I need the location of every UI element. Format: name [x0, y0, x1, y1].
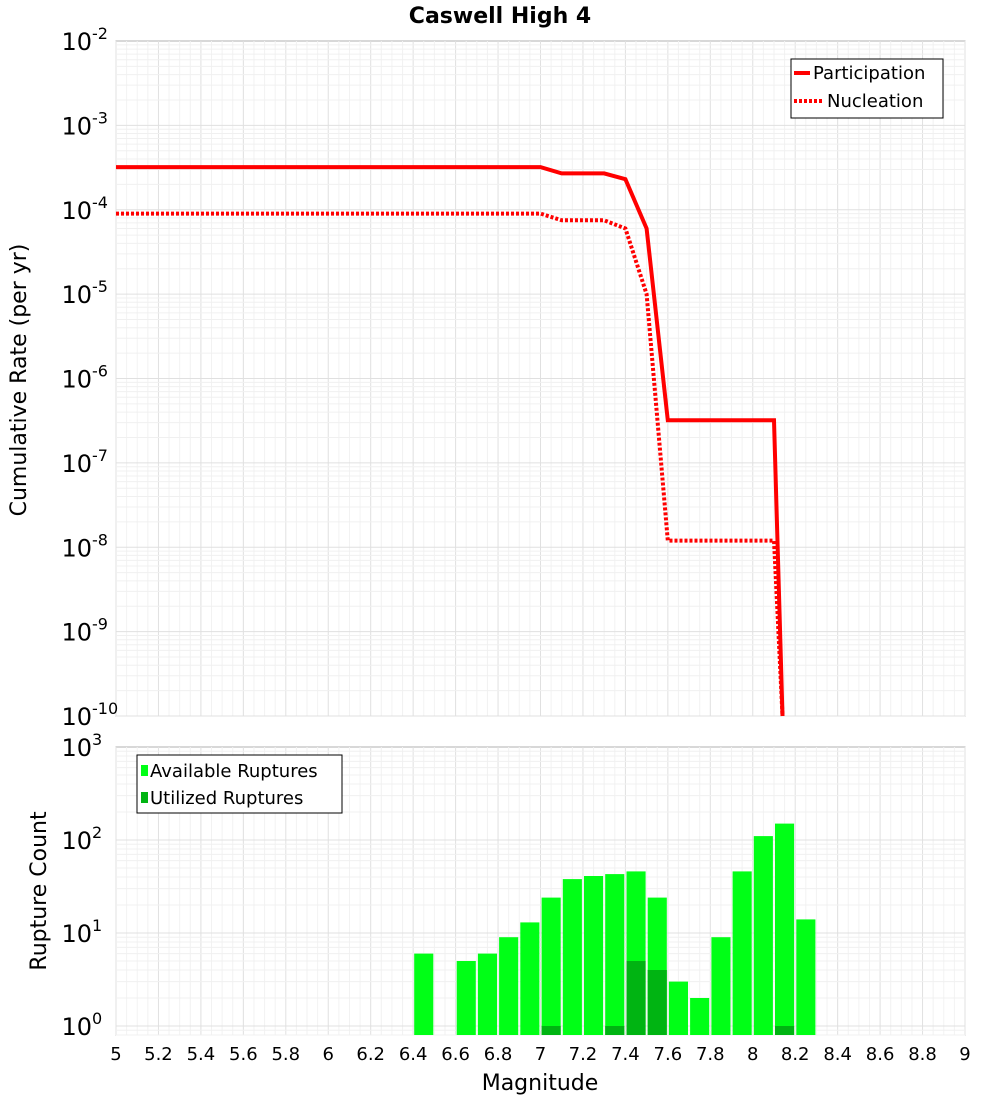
legend-participation-label: Participation — [813, 63, 925, 84]
y-tick-exponent: 0 — [92, 1009, 102, 1028]
bar-available-ruptures — [456, 961, 476, 1035]
legend-available-label: Available Ruptures — [150, 761, 318, 782]
bar-available-ruptures — [605, 874, 625, 1035]
top-panel: 10-210-310-410-510-610-710-810-910-10 Cu… — [7, 24, 966, 731]
bar-available-ruptures — [477, 953, 497, 1035]
y-tick-exponent: -8 — [92, 530, 108, 549]
x-tick-label: 6.2 — [356, 1044, 385, 1065]
x-tick-label: 6.4 — [399, 1044, 428, 1065]
x-tick-label: 7.6 — [654, 1044, 683, 1065]
x-tick-label: 5.8 — [271, 1044, 300, 1065]
y-tick-label: 10 — [61, 703, 92, 731]
x-tick-label: 7.2 — [569, 1044, 598, 1065]
y-tick-label: 10 — [61, 281, 92, 309]
top-lines — [116, 165, 785, 717]
y-tick-exponent: 2 — [92, 823, 102, 842]
top-y-axis-label: Cumulative Rate (per yr) — [7, 244, 32, 517]
y-tick-label: 10 — [61, 534, 92, 562]
x-tick-label: 5.2 — [144, 1044, 173, 1065]
x-tick-label: 7 — [535, 1044, 546, 1065]
top-legend: Participation Nucleation — [790, 58, 944, 119]
bar-utilized-ruptures — [647, 970, 667, 1035]
x-tick-label: 7.8 — [696, 1044, 725, 1065]
y-tick-label: 10 — [61, 112, 92, 140]
y-tick-exponent: -5 — [92, 277, 108, 296]
x-tick-label: 5.4 — [187, 1044, 216, 1065]
bar-available-ruptures — [414, 953, 434, 1035]
bar-available-ruptures — [711, 937, 731, 1035]
y-tick-label: 10 — [61, 827, 92, 855]
bar-available-ruptures — [690, 998, 710, 1035]
x-tick-label: 8.4 — [823, 1044, 852, 1065]
bottom-bars — [414, 823, 816, 1035]
legend-utilized-swatch — [141, 792, 148, 803]
bar-available-ruptures — [668, 981, 688, 1035]
y-tick-exponent: -10 — [92, 699, 118, 718]
y-tick-exponent: 1 — [92, 916, 102, 935]
y-tick-label: 10 — [61, 450, 92, 478]
chart-title: Caswell High 4 — [409, 4, 591, 29]
bar-utilized-ruptures — [775, 1026, 795, 1035]
top-grid — [115, 41, 966, 717]
top-y-ticks: 10-210-310-410-510-610-710-810-910-10 — [61, 24, 118, 731]
bar-available-ruptures — [732, 871, 752, 1035]
y-tick-label: 10 — [61, 197, 92, 225]
legend-nucleation-label: Nucleation — [827, 91, 923, 112]
x-tick-label: 5.6 — [229, 1044, 258, 1065]
legend-available-swatch — [141, 765, 148, 776]
x-tick-label: 8.6 — [866, 1044, 895, 1065]
y-tick-exponent: -4 — [92, 193, 108, 212]
y-tick-exponent: -3 — [92, 108, 108, 127]
bar-available-ruptures — [796, 919, 816, 1035]
x-axis-label: Magnitude — [482, 1071, 599, 1096]
bar-utilized-ruptures — [605, 1026, 625, 1035]
y-tick-label: 10 — [61, 1013, 92, 1041]
y-tick-label: 10 — [61, 366, 92, 394]
series-line-participation — [116, 165, 785, 717]
x-tick-label: 5 — [110, 1044, 121, 1065]
x-tick-label: 8.2 — [781, 1044, 810, 1065]
y-tick-exponent: -7 — [92, 446, 108, 465]
x-tick-label: 6.8 — [484, 1044, 513, 1065]
x-tick-label: 6.6 — [441, 1044, 470, 1065]
bar-available-ruptures — [562, 879, 582, 1035]
bar-utilized-ruptures — [541, 1026, 561, 1035]
y-tick-label: 10 — [61, 619, 92, 647]
x-tick-label: 8.8 — [908, 1044, 937, 1065]
bar-available-ruptures — [520, 922, 540, 1035]
y-tick-exponent: -9 — [92, 615, 108, 634]
x-tick-label: 9 — [959, 1044, 970, 1065]
bottom-legend-box — [136, 754, 343, 814]
bar-available-ruptures — [775, 823, 795, 1035]
bar-utilized-ruptures — [626, 961, 646, 1035]
x-tick-label: 8 — [747, 1044, 758, 1065]
bar-available-ruptures — [541, 897, 561, 1035]
legend-utilized-label: Utilized Ruptures — [150, 788, 303, 809]
y-tick-label: 10 — [61, 920, 92, 948]
series-line-nucleation — [116, 211, 785, 717]
x-tick-label: 6 — [323, 1044, 334, 1065]
y-tick-label: 10 — [61, 734, 92, 762]
y-tick-exponent: -2 — [92, 24, 108, 43]
bottom-x-ticks: 5 5.2 5.4 5.6 5.8 6 6.2 6.4 6.6 6.8 7 7.2 7.4 7.6 7.8 8… — [110, 1044, 970, 1065]
y-tick-exponent: -6 — [92, 362, 108, 381]
bottom-y-axis-label: Rupture Count — [27, 811, 52, 971]
x-tick-label: 7.4 — [611, 1044, 640, 1065]
bar-available-ruptures — [499, 937, 519, 1035]
top-legend-box — [790, 58, 944, 119]
y-tick-label: 10 — [61, 28, 92, 56]
bar-available-ruptures — [584, 876, 604, 1035]
y-tick-exponent: 3 — [92, 730, 102, 749]
bar-available-ruptures — [753, 836, 773, 1035]
bottom-legend: Available Ruptures Utilized Ruptures — [136, 754, 343, 814]
